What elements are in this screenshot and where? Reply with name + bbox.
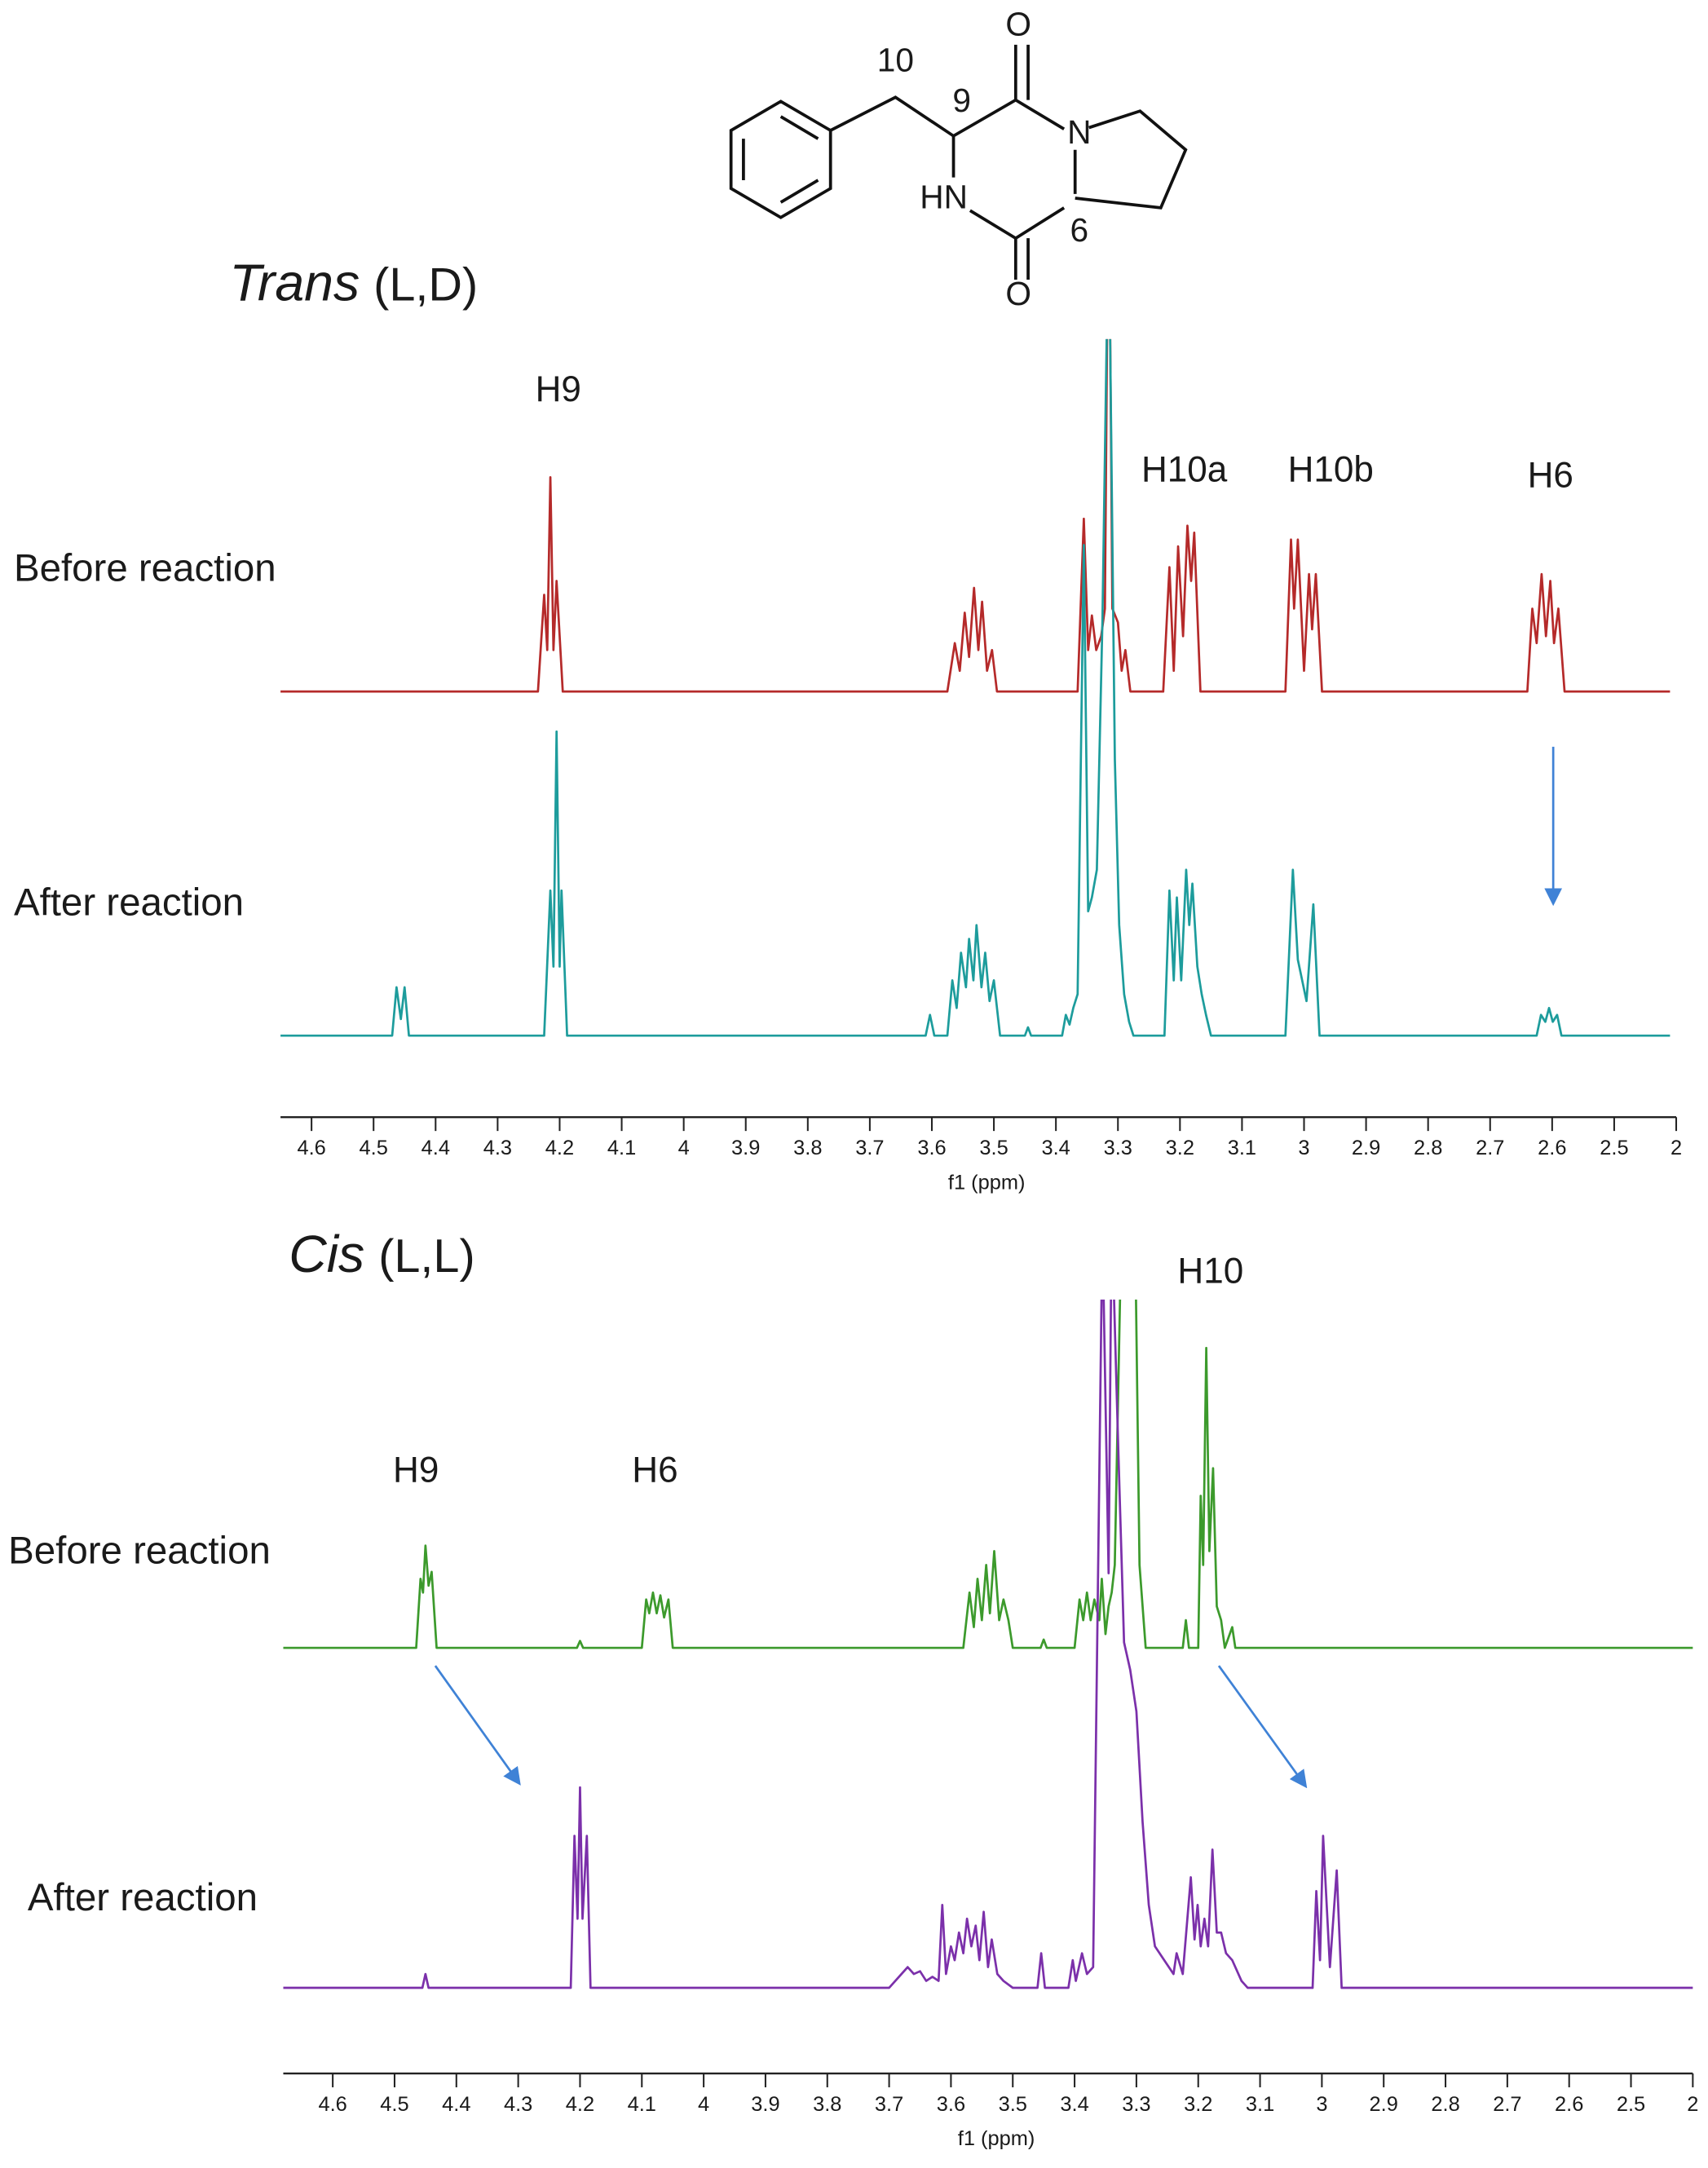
atom-label: O <box>1005 275 1031 312</box>
spectrum-line <box>283 1299 1693 1989</box>
peak-label: H10b <box>1288 449 1374 489</box>
x-tick-label: 4 <box>678 1137 690 1159</box>
x-tick-label: 3.8 <box>813 2093 841 2116</box>
x-tick-label: 3.7 <box>875 2093 903 2116</box>
x-axis-label: f1 (ppm) <box>958 2127 1035 2150</box>
x-tick-label: 3.2 <box>1166 1137 1194 1159</box>
x-tick-label: 2.7 <box>1476 1137 1504 1159</box>
x-tick-label: 4.5 <box>360 1137 388 1159</box>
x-tick-label: 3 <box>1316 2093 1327 2116</box>
spectrum-line <box>280 338 1670 693</box>
x-tick-label: 2.8 <box>1414 1137 1442 1159</box>
series-label: After reaction <box>28 1876 258 1919</box>
x-tick-label: 4.6 <box>318 2093 346 2116</box>
x-tick-label: 4.1 <box>607 1137 636 1159</box>
peak-label: H10 <box>1177 1252 1243 1292</box>
x-tick-label: 3.1 <box>1246 2093 1274 2116</box>
x-tick-label: 4.3 <box>504 2093 532 2116</box>
x-tick-label: 3.3 <box>1104 1137 1132 1159</box>
x-tick-label: 2 <box>1687 2093 1698 2116</box>
series-label: After reaction <box>14 881 244 925</box>
atom-label: HN <box>920 178 968 215</box>
x-tick-label: 2.6 <box>1555 2093 1583 2116</box>
x-tick-label: 3.9 <box>751 2093 779 2116</box>
atom-label: O <box>1005 6 1031 43</box>
x-tick-label: 4.2 <box>545 1137 574 1159</box>
arrows <box>434 746 1563 1789</box>
x-tick-label: 4.5 <box>380 2093 408 2116</box>
title-italic: Cis <box>289 1225 364 1283</box>
peak-label: H6 <box>632 1450 677 1490</box>
x-axis-label: f1 (ppm) <box>948 1171 1026 1194</box>
peak-label: H10a <box>1141 449 1228 489</box>
x-tick-label: 2.5 <box>1600 1137 1628 1159</box>
x-tick-label: 2.8 <box>1431 2093 1459 2116</box>
plot-area <box>283 1299 1693 1989</box>
spectrum-line <box>283 1299 1693 1649</box>
x-tick-label: 2.6 <box>1538 1137 1566 1159</box>
chart-title: Trans (L,D) <box>229 253 478 311</box>
title-text: (L,L) <box>378 1230 474 1283</box>
plot-area <box>280 338 1670 1037</box>
x-tick-label: 3.1 <box>1228 1137 1256 1159</box>
peak-label: H6 <box>1528 455 1573 495</box>
atom-label: 6 <box>1070 211 1088 249</box>
structure: 10 9 O N HN 6 O <box>729 6 1188 312</box>
x-tick-label: 3.9 <box>731 1137 760 1159</box>
x-tick-label: 2 <box>1670 1137 1682 1159</box>
peak-label: H9 <box>536 369 581 409</box>
x-tick-label: 3.7 <box>855 1137 884 1159</box>
x-tick-label: 3.5 <box>979 1137 1008 1159</box>
title-text: (L,D) <box>373 258 478 311</box>
x-tick-label: 4.6 <box>297 1137 325 1159</box>
x-tick-label: 4.4 <box>442 2093 470 2116</box>
atom-label: 10 <box>877 42 914 79</box>
x-tick-label: 3.6 <box>917 1137 946 1159</box>
peak-label: H9 <box>393 1450 439 1490</box>
atom-label: N <box>1067 113 1091 151</box>
x-tick-label: 2.5 <box>1617 2093 1645 2116</box>
x-tick-label: 3.6 <box>937 2093 965 2116</box>
x-tick-label: 2.9 <box>1370 2093 1398 2116</box>
chart-title: Cis (L,L) <box>289 1225 474 1283</box>
x-tick-label: 3.3 <box>1122 2093 1150 2116</box>
x-tick-label: 3.8 <box>793 1137 822 1159</box>
x-tick-label: 2.7 <box>1493 2093 1521 2116</box>
arrow <box>1217 1665 1308 1789</box>
series-label: Before reaction <box>8 1530 271 1573</box>
spectrum-line <box>280 338 1670 1037</box>
x-tick-label: 4.2 <box>566 2093 594 2116</box>
x-tick-label: 4.3 <box>483 1137 512 1159</box>
series-label: Before reaction <box>14 547 276 590</box>
x-tick-label: 4.4 <box>421 1137 450 1159</box>
x-tick-label: 3.5 <box>999 2093 1027 2116</box>
x-tick-label: 3.4 <box>1041 1137 1070 1159</box>
arrow <box>434 1665 521 1786</box>
x-tick-label: 2.9 <box>1352 1137 1380 1159</box>
x-tick-label: 3 <box>1298 1137 1309 1159</box>
title-italic: Trans <box>229 253 360 311</box>
x-tick-label: 3.2 <box>1184 2093 1212 2116</box>
x-tick-label: 3.4 <box>1060 2093 1088 2116</box>
x-tick-label: 4.1 <box>628 2093 656 2116</box>
atom-label: 9 <box>952 82 971 119</box>
x-tick-label: 4 <box>698 2093 709 2116</box>
